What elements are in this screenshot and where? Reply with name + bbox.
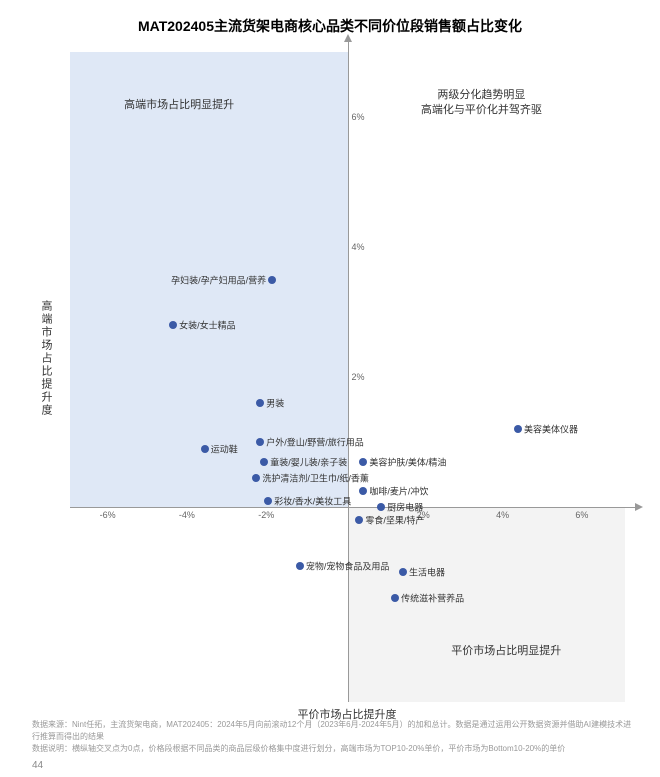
data-point-label: 咖啡/麦片/冲饮 — [369, 484, 428, 497]
y-tick-label: 2% — [352, 372, 365, 382]
data-point-label: 美容美体仪器 — [524, 423, 578, 436]
y-tick-label: 6% — [352, 112, 365, 122]
data-point-label: 厨房电器 — [387, 501, 423, 514]
footnote: 数据来源：Nint任拓，主流货架电商，MAT202405：2024年5月向前滚动… — [32, 719, 638, 755]
data-point — [355, 516, 363, 524]
data-point — [359, 458, 367, 466]
data-point-label: 孕妇装/孕产妇用品/营养 — [171, 273, 266, 286]
data-point-label: 户外/登山/野营/旅行用品 — [266, 436, 364, 449]
x-tick-label: -2% — [258, 510, 274, 520]
data-point-label: 男装 — [266, 397, 284, 410]
data-point-label: 彩妆/香水/美妆工具 — [274, 494, 351, 507]
x-tick-label: 4% — [496, 510, 509, 520]
data-point — [260, 458, 268, 466]
data-point-label: 传统滋补营养品 — [401, 592, 464, 605]
data-point-label: 女装/女士精品 — [179, 319, 236, 332]
data-point — [256, 438, 264, 446]
data-point-label: 宠物/宠物食品及用品 — [306, 559, 390, 572]
x-tick-label: 6% — [575, 510, 588, 520]
x-axis — [70, 507, 637, 508]
quadrant-label-tl: 高端市场占比明显提升 — [109, 98, 249, 113]
quadrant-label-br: 平价市场占比明显提升 — [426, 644, 586, 659]
data-point — [514, 425, 522, 433]
data-point — [201, 445, 209, 453]
x-tick-label: -6% — [100, 510, 116, 520]
data-point — [256, 399, 264, 407]
data-point — [391, 594, 399, 602]
data-point — [169, 321, 177, 329]
data-point — [359, 487, 367, 495]
chart-title: MAT202405主流货架电商核心品类不同价位段销售额占比变化 — [0, 0, 660, 36]
y-axis-arrow — [344, 34, 352, 42]
x-axis-arrow — [635, 503, 643, 511]
y-tick-label: 4% — [352, 242, 365, 252]
quadrant-bottom-right — [348, 507, 626, 702]
data-point — [264, 497, 272, 505]
quadrant-label-tr: 两级分化趋势明显高端化与平价化并驾齐驱 — [396, 88, 566, 119]
data-point — [268, 276, 276, 284]
data-point-label: 生活电器 — [409, 566, 445, 579]
footnote-line-2: 数据说明：横纵轴交叉点为0点，价格段根据不同品类的商品层级价格集中度进行划分，高… — [32, 743, 638, 755]
y-axis — [348, 40, 349, 702]
data-point — [252, 474, 260, 482]
data-point-label: 运动鞋 — [211, 442, 238, 455]
data-point-label: 洗护清洁剂/卫生巾/纸/香薰 — [262, 471, 369, 484]
data-point-label: 美容护肤/美体/精油 — [369, 455, 446, 468]
data-point — [399, 568, 407, 576]
x-tick-label: -4% — [179, 510, 195, 520]
data-point-label: 零食/坚果/特产 — [365, 514, 424, 527]
page-number: 44 — [32, 760, 43, 771]
y-axis-label: 高端市场占比提升度 — [38, 300, 54, 417]
data-point-label: 童装/婴儿装/亲子装 — [270, 455, 347, 468]
chart-area: -6%-4%-2%2%4%6%2%4%6%高端市场占比明显提升两级分化趋势明显高… — [70, 52, 625, 702]
data-point — [377, 503, 385, 511]
footnote-line-1: 数据来源：Nint任拓，主流货架电商，MAT202405：2024年5月向前滚动… — [32, 719, 638, 743]
data-point — [296, 562, 304, 570]
